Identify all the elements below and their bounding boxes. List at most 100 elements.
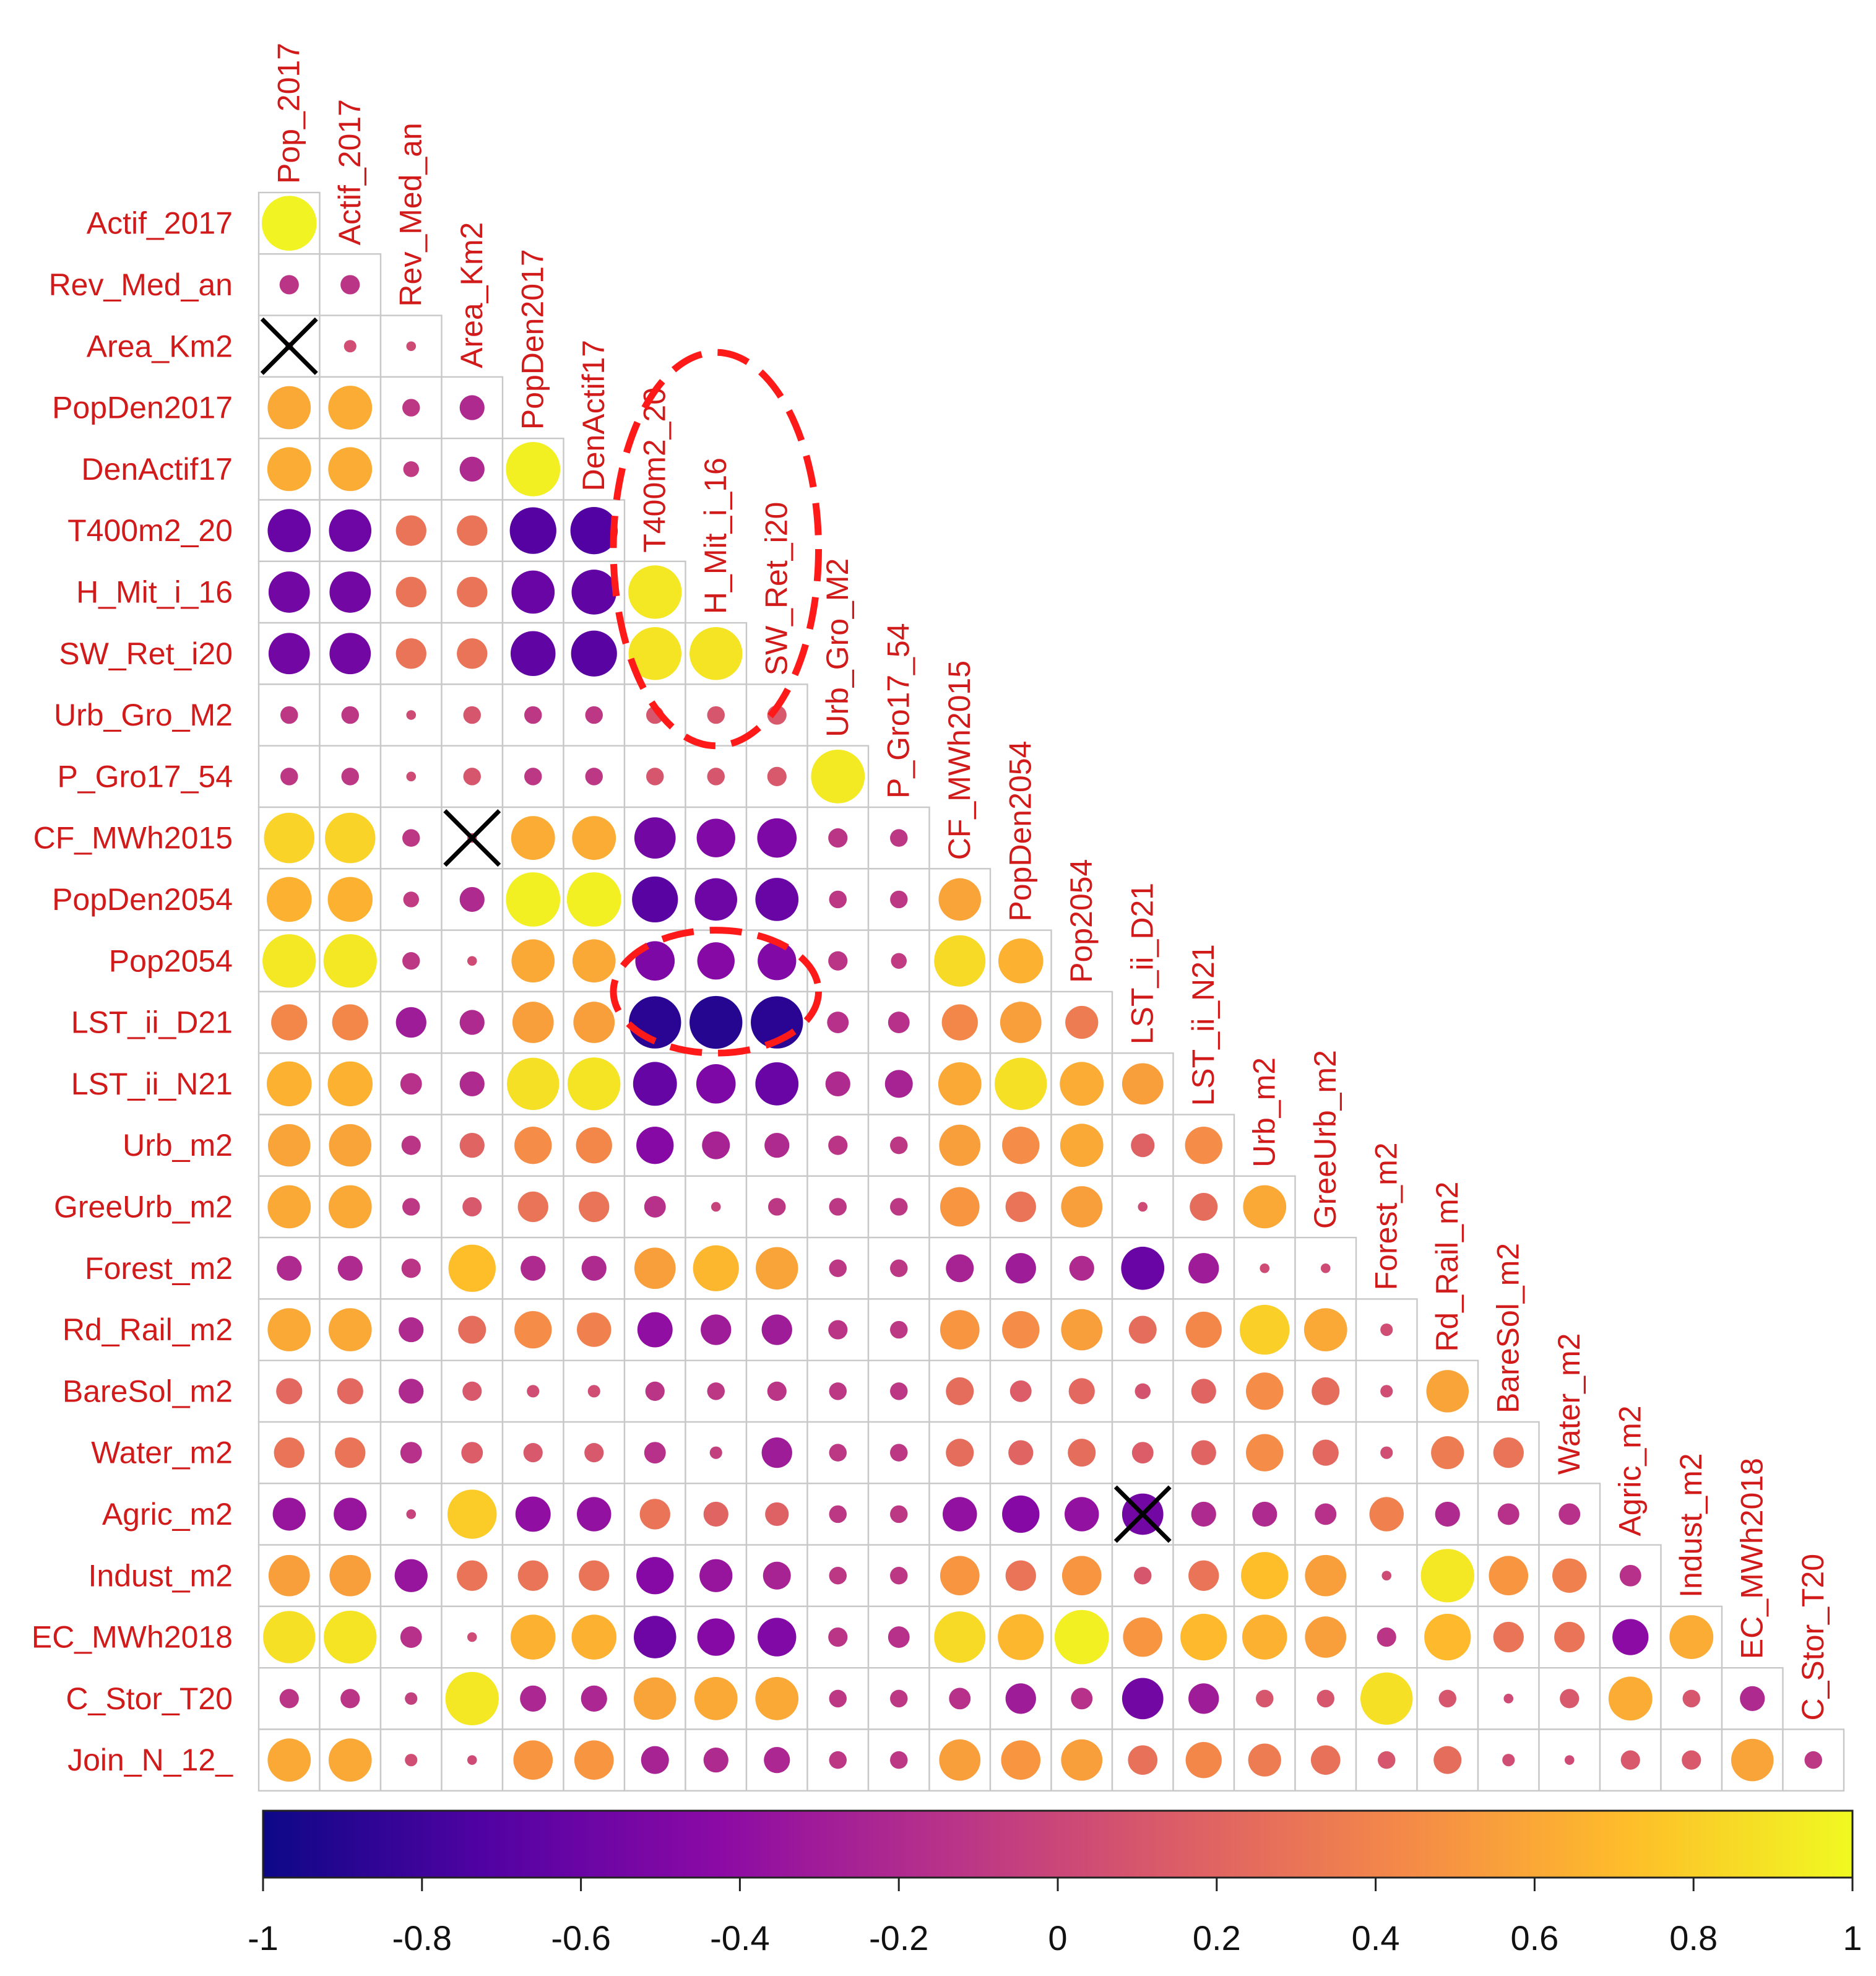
correlation-circle: PopDen2054 / T400m2_20: -0.68 (632, 876, 678, 923)
correlation-circle: GreeUrb_m2 / H_Mit_i_16: -0.03 (711, 1202, 721, 1212)
correlation-circle: LST_ii_N21 / CF_MWh2015: 0.6 (938, 1062, 982, 1106)
correlation-circle: BareSol_m2 / H_Mit_i_16: -0.1 (707, 1382, 725, 1400)
correlation-circle: EC_MWh2018 / BareSol_m2: 0.3 (1493, 1621, 1524, 1653)
row-label-urb-gro-m2: Urb_Gro_M2 (54, 698, 233, 732)
correlation-circle: Join_N_12_ / DenActif17: 0.5 (574, 1740, 614, 1780)
correlation-circle: Join_N_12_ / C_Stor_T20: -0.1 (1804, 1751, 1822, 1769)
correlation-circle: Indust_m2 / GreeUrb_m2: 0.55 (1305, 1554, 1347, 1597)
correlation-circle: Join_N_12_ / Pop2054: 0.55 (1061, 1739, 1103, 1781)
correlation-circle: EC_MWh2018 / Indust_m2: 0.62 (1669, 1615, 1714, 1659)
correlation-circle: C_Stor_T20 / CF_MWh2015: -0.15 (949, 1688, 971, 1710)
correlation-circle: Urb_Gro_M2 / Actif_2017: -0.1 (341, 706, 359, 724)
correlation-circle: H_Mit_i_16 / Actif_2017: -0.55 (329, 571, 371, 613)
colorbar (262, 1809, 1854, 1879)
correlation-circle: BareSol_m2 / GreeUrb_m2: 0.25 (1312, 1377, 1340, 1405)
correlation-circle: T400m2_20 / Area_Km2: 0.3 (457, 515, 488, 546)
correlation-circle: BareSol_m2 / T400m2_20: -0.12 (645, 1381, 665, 1401)
correlation-circle: LST_ii_D21 / Actif_2017: 0.42 (332, 1004, 368, 1041)
correlation-circle: Water_m2 / SW_Ret_i20: -0.3 (761, 1437, 792, 1468)
correlation-circle: LST_ii_N21 / Area_Km2: -0.2 (459, 1071, 485, 1096)
row-label-actif-2017: Actif_2017 (87, 206, 233, 241)
correlation-circle: LST_ii_N21 / Pop2054: 0.62 (1060, 1062, 1104, 1106)
correlation-circle: C_Stor_T20 / Area_Km2: 0.92 (445, 1671, 499, 1726)
correlation-circle: C_Stor_T20 / GreeUrb_m2: 0.1 (1316, 1689, 1334, 1708)
correlation-circle: Join_N_12_ / EC_MWh2018: 0.58 (1731, 1738, 1774, 1782)
correlation-circle: Water_m2 / GreeUrb_m2: 0.22 (1312, 1439, 1339, 1466)
correlation-circle: Agric_m2 / Forest_m2: 0.38 (1369, 1497, 1404, 1532)
matrix-grid (257, 191, 1845, 1792)
correlation-circle: Join_N_12_ / Agric_m2: 0.12 (1620, 1750, 1640, 1770)
correlation-circle: DenActif17 / Pop_2017: 0.62 (267, 447, 311, 492)
column-label-indust-m2: Indust_m2 (1674, 1453, 1708, 1597)
correlation-circle: Water_m2 / LST_ii_D21: 0.15 (1131, 1442, 1154, 1464)
colorbar-tick-label: -1 (248, 1918, 279, 1957)
correlation-circle: Forest_m2 / P_Gro17_54: -0.1 (890, 1259, 908, 1277)
row-label-greeurb-m2: GreeUrb_m2 (54, 1189, 233, 1224)
correlation-circle: H_Mit_i_16 / Pop_2017: -0.55 (268, 571, 310, 613)
correlation-circle: LST_ii_N21 / Rev_Med_an: -0.15 (400, 1073, 422, 1095)
correlation-circle: C_Stor_T20 / T400m2_20: 0.58 (633, 1677, 676, 1720)
column-label-lst-ii-n21: LST_ii_N21 (1186, 944, 1221, 1106)
row-label-rev-med-an: Rev_Med_an (49, 267, 233, 302)
correlation-circle: LST_ii_D21 / PopDen2017: 0.55 (512, 1002, 554, 1043)
correlation-circle: Urb_m2 / CF_MWh2015: 0.55 (939, 1124, 981, 1166)
correlation-circle: T400m2_20 / Actif_2017: -0.58 (329, 509, 372, 552)
correlation-circle: Indust_m2 / CF_MWh2015: 0.5 (940, 1556, 980, 1596)
correlation-circle: Pop2054 / DenActif17: 0.6 (572, 939, 616, 983)
correlation-circle: Urb_m2 / P_Gro17_54: -0.1 (890, 1136, 908, 1155)
correlation-circle: CF_MWh2015 / Rev_Med_an: -0.1 (402, 829, 420, 847)
colorbar-tick-label: 1 (1843, 1918, 1862, 1957)
correlation-circle: Pop2054 / Area_Km2: 0.03 (467, 956, 477, 966)
correlation-circle: EC_MWh2018 / PopDen2017: 0.65 (510, 1614, 556, 1660)
correlation-circle: Rd_Rail_m2 / PopDen2017: 0.45 (514, 1311, 552, 1349)
correlation-circle: Rd_Rail_m2 / LST_ii_N21: 0.42 (1185, 1311, 1222, 1348)
colorbar-tick-label: 0.8 (1669, 1918, 1718, 1957)
correlation-circle: LST_ii_D21 / Pop_2017: 0.42 (271, 1004, 308, 1041)
correlation-circle: Agric_m2 / Area_Km2: 0.78 (447, 1489, 497, 1539)
correlation-circle: Forest_m2 / CF_MWh2015: -0.25 (946, 1254, 974, 1283)
correlation-circle: P_Gro17_54 / Pop_2017: -0.1 (280, 768, 298, 786)
correlation-circle: Rd_Rail_m2 / CF_MWh2015: 0.5 (940, 1310, 980, 1350)
correlation-circle: PopDen2017 / Pop_2017: 0.6 (267, 386, 311, 430)
correlation-circle: GreeUrb_m2 / Area_Km2: 0.12 (462, 1197, 482, 1217)
colorbar-tick-label: 0.4 (1352, 1918, 1400, 1957)
correlation-circle: BareSol_m2 / DenActif17: 0.05 (587, 1385, 600, 1398)
column-label-forest-m2: Forest_m2 (1368, 1142, 1403, 1290)
column-label-t400m2-20: T400m2_20 (637, 388, 672, 553)
correlation-circle: SW_Ret_i20 / DenActif17: -0.68 (571, 630, 617, 677)
correlation-circle: GreeUrb_m2 / Rev_Med_an: -0.1 (402, 1198, 420, 1216)
correlation-circle: Urb_m2 / LST_ii_N21: 0.45 (1185, 1126, 1222, 1164)
correlation-circle: GreeUrb_m2 / Pop_2017: 0.6 (267, 1185, 311, 1229)
correlation-circle: Forest_m2 / Pop_2017: -0.2 (277, 1255, 302, 1281)
correlation-circle: BareSol_m2 / Urb_Gro_M2: -0.1 (829, 1382, 847, 1400)
correlation-circle: Urb_m2 / DenActif17: 0.42 (576, 1127, 612, 1164)
correlation-circle: EC_MWh2018 / Water_m2: 0.3 (1554, 1621, 1585, 1653)
correlation-circle: PopDen2017 / Rev_Med_an: -0.1 (402, 399, 420, 417)
correlation-circle: Water_m2 / Forest_m2: 0.05 (1380, 1446, 1393, 1459)
correlation-circle: Area_Km2 / Rev_Med_an: 0.03 (406, 341, 417, 352)
correlation-circle: T400m2_20 / Pop_2017: -0.6 (267, 509, 311, 553)
correlation-circle: C_Stor_T20 / Pop_2017: -0.12 (279, 1689, 299, 1709)
column-label-urb-m2: Urb_m2 (1247, 1057, 1281, 1168)
correlation-circle: PopDen2054 / Actif_2017: 0.65 (327, 877, 373, 922)
correlation-circle: Rd_Rail_m2 / Area_Km2: 0.25 (458, 1315, 486, 1344)
correlation-circle: Agric_m2 / H_Mit_i_16: 0.2 (703, 1501, 728, 1527)
correlation-circle: Agric_m2 / Actif_2017: -0.35 (334, 1497, 367, 1531)
correlation-circle: C_Stor_T20 / P_Gro17_54: -0.1 (890, 1689, 908, 1708)
correlation-circle: Indust_m2 / Pop_2017: 0.55 (268, 1554, 310, 1597)
correlation-circle: Indust_m2 / P_Gro17_54: -0.1 (890, 1567, 908, 1585)
correlation-circle: T400m2_20 / PopDen2017: -0.7 (509, 507, 556, 554)
correlation-circle: P_Gro17_54 / H_Mit_i_16: 0.1 (707, 768, 725, 786)
correlation-circle: CF_MWh2015 / P_Gro17_54: -0.1 (890, 829, 908, 847)
correlation-circle: Forest_m2 / Pop2054: -0.2 (1069, 1255, 1094, 1281)
correlation-circle: Join_N_12_ / Pop_2017: 0.6 (267, 1738, 311, 1782)
column-label-ec-mwh2018: EC_MWh2018 (1734, 1458, 1769, 1659)
correlation-circle: Pop2054 / CF_MWh2015: 0.85 (934, 935, 986, 987)
correlation-circle: EC_MWh2018 / LST_ii_N21: 0.7 (1180, 1613, 1227, 1661)
correlation-circle: PopDen2054 / DenActif17: 0.95 (566, 872, 621, 927)
correlation-circle: Pop2054 / Pop_2017: 0.92 (262, 934, 316, 988)
correlation-circle: Indust_m2 / Area_Km2: 0.3 (457, 1560, 488, 1591)
row-label-urb-m2: Urb_m2 (123, 1128, 233, 1163)
